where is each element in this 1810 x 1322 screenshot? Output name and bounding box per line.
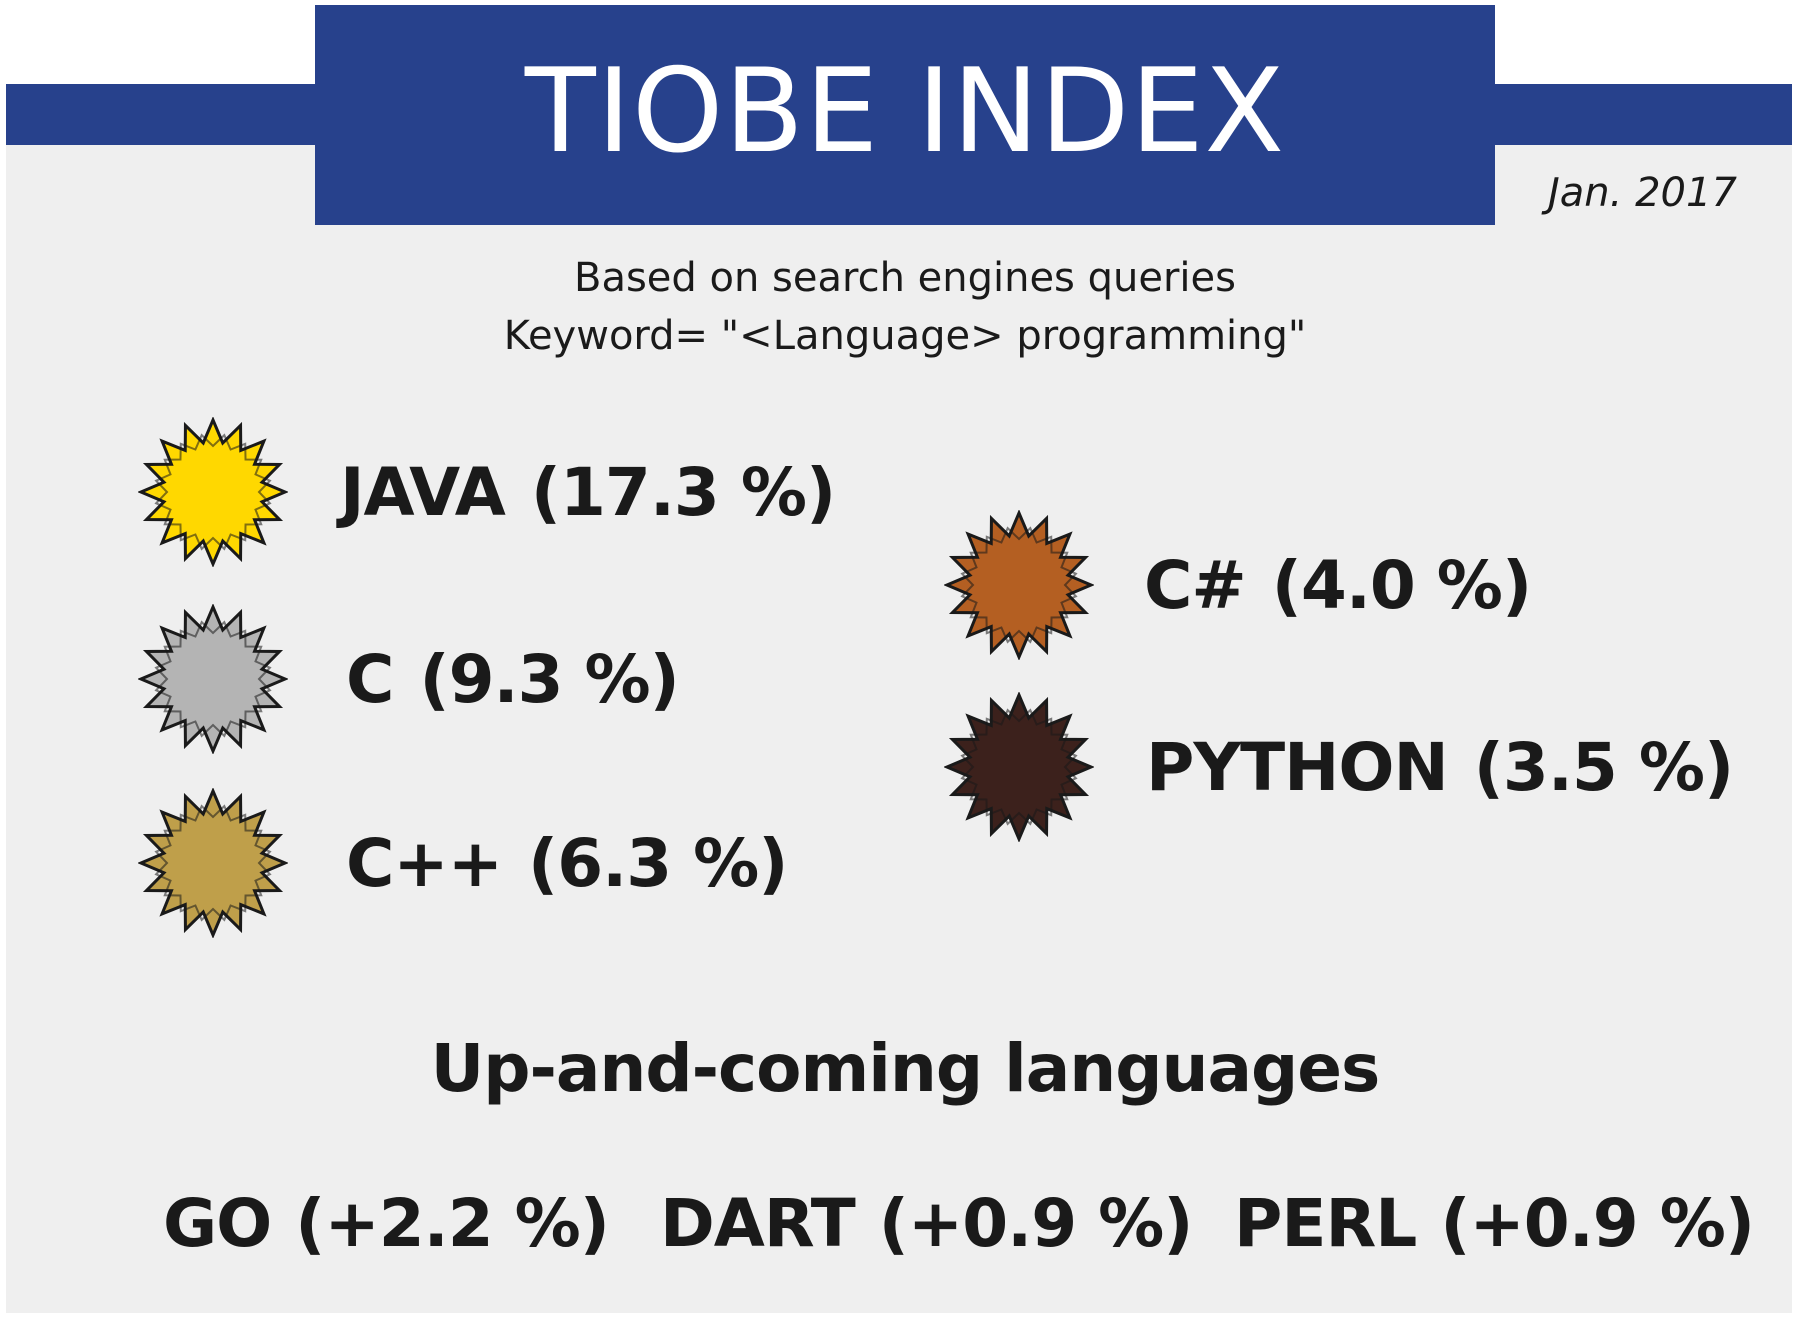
language-csharp: C# (4.0 %) — [944, 510, 1532, 660]
riser-perl: PERL (+0.9 %) — [1234, 1185, 1755, 1262]
subtitle-line-1: Based on search engines queries — [574, 255, 1236, 301]
riser-change: (+0.9 %) — [1440, 1185, 1755, 1262]
subtitle-line-2: Keyword= "<Language> programming" — [503, 313, 1307, 359]
language-share: (3.5 %) — [1473, 728, 1734, 806]
language-name: C++ — [346, 824, 503, 902]
riser-go: GO (+2.2 %) — [163, 1185, 610, 1262]
language-share: (4.0 %) — [1271, 546, 1532, 624]
bronze-star-icon — [138, 788, 288, 938]
riser-name: GO — [163, 1185, 272, 1262]
riser-name: PERL — [1234, 1185, 1417, 1262]
riser-dart: DART (+0.9 %) — [660, 1185, 1194, 1262]
gold-star-icon — [138, 417, 288, 567]
date-label: Jan. 2017 — [1548, 170, 1737, 216]
page-title: TIOBE INDEX — [524, 44, 1286, 179]
riser-change: (+2.2 %) — [295, 1185, 610, 1262]
language-share: (6.3 %) — [528, 824, 788, 902]
section-title: Up-and-coming languages — [430, 1030, 1381, 1107]
dark-star-icon — [944, 692, 1094, 842]
infographic-card — [6, 84, 1792, 1313]
silver-star-icon — [138, 604, 288, 754]
language-share: (9.3 %) — [419, 640, 679, 718]
language-share: (17.3 %) — [530, 453, 836, 531]
language-name: JAVA — [340, 453, 506, 531]
title-banner: TIOBE INDEX — [315, 5, 1495, 225]
language-name: C# — [1144, 546, 1247, 624]
language-cpp: C++ (6.3 %) — [138, 788, 788, 938]
riser-name: DART — [660, 1185, 856, 1262]
copper-star-icon — [944, 510, 1094, 660]
language-java: JAVA (17.3 %) — [138, 417, 836, 567]
riser-change: (+0.9 %) — [878, 1185, 1194, 1262]
language-name: C — [346, 640, 394, 718]
language-c: C (9.3 %) — [138, 604, 680, 754]
language-python: PYTHON (3.5 %) — [944, 692, 1734, 842]
language-name: PYTHON — [1146, 728, 1449, 806]
